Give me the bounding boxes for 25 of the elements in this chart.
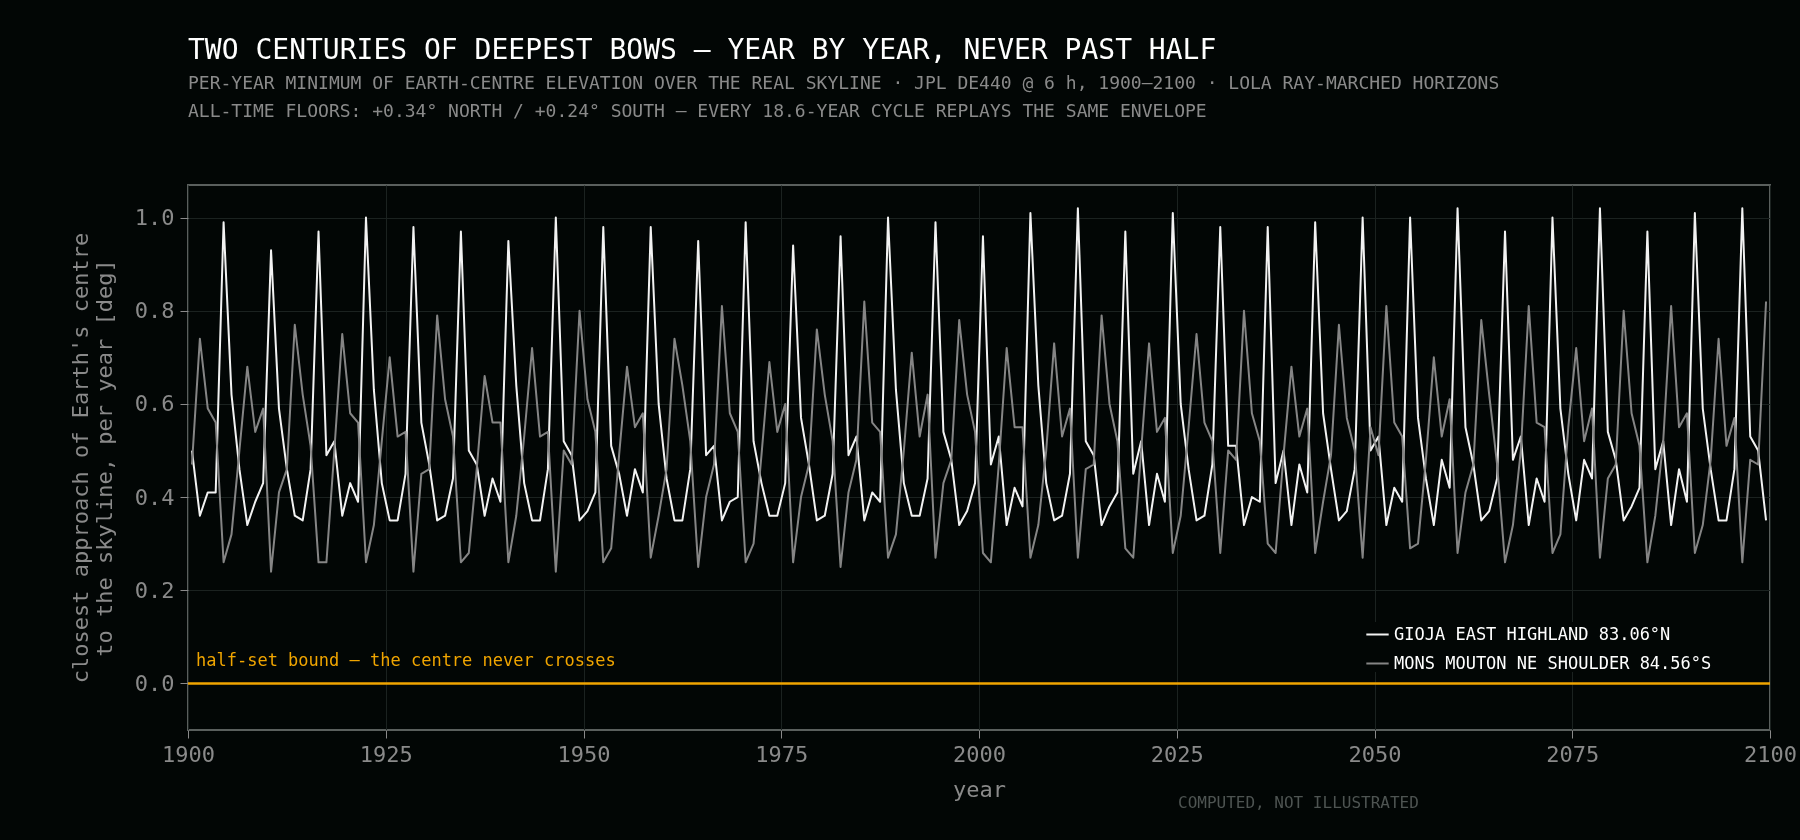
y-tick-label: 0.2 xyxy=(134,577,175,603)
y-tick-label: 0.0 xyxy=(134,670,175,696)
y-tick-label: 0.8 xyxy=(134,298,175,324)
x-tick-label: 2025 xyxy=(1150,741,1204,767)
chart-subtitle: PER-YEAR MINIMUM OF EARTH-CENTRE ELEVATION OVER THE REAL SKYLINE · JPL DE440 @ 6 h, 1900–2100 · LOLA RAY-MARCHED HORIZONS ALL-TIME FLOORS: +0.34° NORTH / +0.24° SOUTH — EVERY 18.6-YEAR CYCLE REPLAYS THE SAME ENVELOPE xyxy=(188,72,1500,121)
x-axis-title: year xyxy=(953,776,1006,802)
x-tick-label: 2075 xyxy=(1546,741,1600,767)
legend-label: MONS MOUTON NE SHOULDER 84.56°S xyxy=(1394,652,1712,673)
ref-line-label: half-set bound — the centre never crosses xyxy=(196,650,616,671)
y-axis-title: closest approach of Earth's centre to the skyline, per year [deg] xyxy=(67,232,117,684)
y-tick-label: 0.4 xyxy=(134,484,175,510)
x-tick-label: 1925 xyxy=(359,741,413,767)
y-tick-label: 1.0 xyxy=(134,205,175,231)
line-series xyxy=(190,300,1768,573)
x-tick-label: 2050 xyxy=(1348,741,1402,767)
x-tick-label: 2100 xyxy=(1744,741,1797,767)
legend-label: GIOJA EAST HIGHLAND 83.06°N xyxy=(1394,623,1671,644)
x-tick-label: 1975 xyxy=(755,741,809,767)
y-tick-label: 0.6 xyxy=(134,391,175,417)
text: COMPUTED, NOT ILLUSTRATED xyxy=(1178,793,1419,812)
chart-title: TWO CENTURIES OF DEEPEST BOWS — YEAR BY YEAR, NEVER PAST HALF xyxy=(188,33,1217,66)
x-tick-label: 1900 xyxy=(162,741,215,767)
x-tick-label: 1950 xyxy=(557,741,611,767)
x-tick-label: 2000 xyxy=(953,741,1006,767)
line-series xyxy=(190,207,1768,527)
